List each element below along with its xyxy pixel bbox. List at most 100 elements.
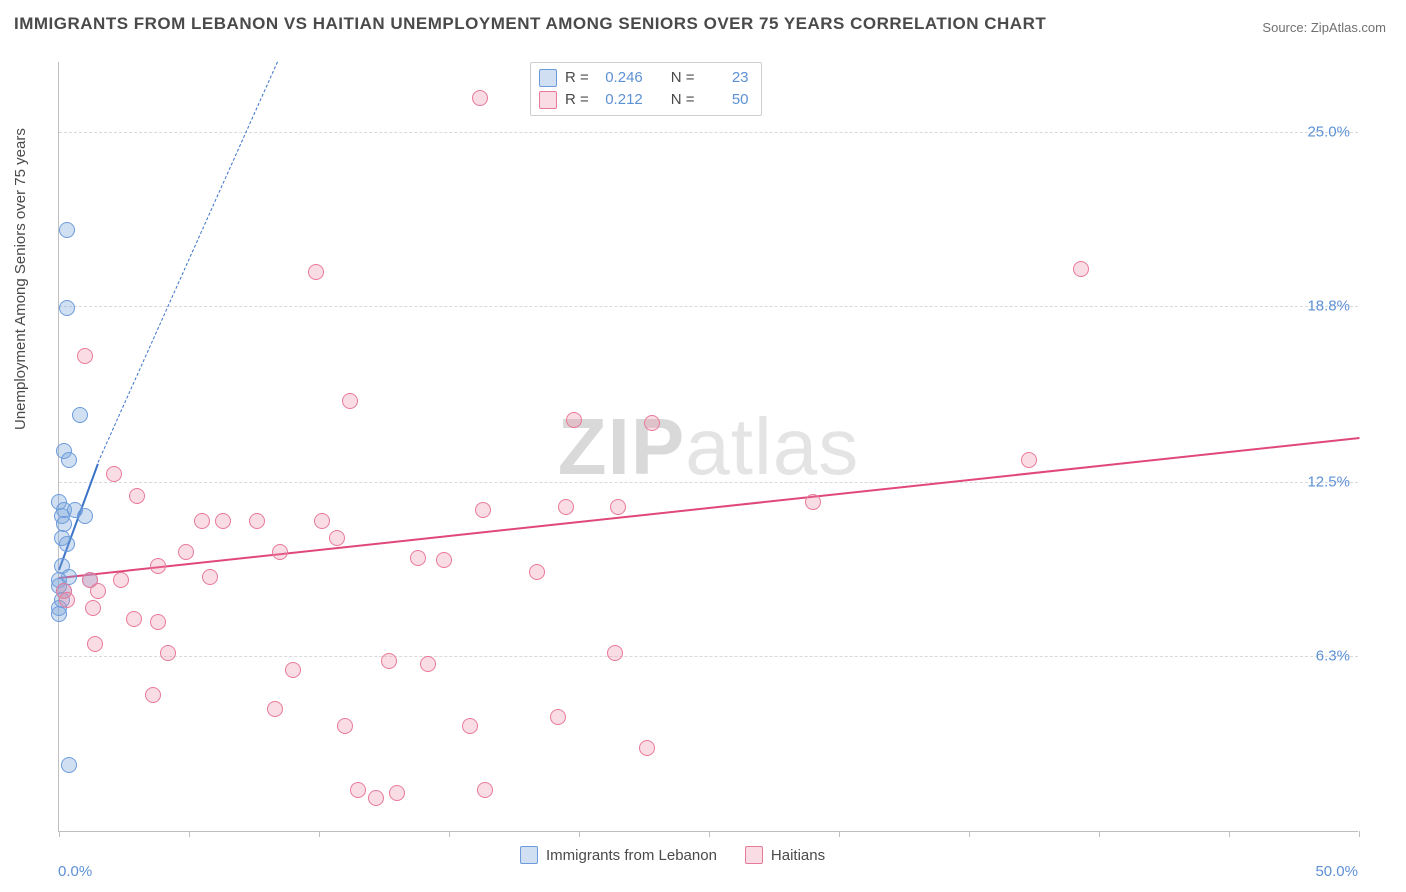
data-point-haitians bbox=[308, 264, 324, 280]
data-point-lebanon bbox=[61, 452, 77, 468]
gridline bbox=[59, 656, 1358, 657]
data-point-haitians bbox=[472, 90, 488, 106]
data-point-haitians bbox=[285, 662, 301, 678]
data-point-haitians bbox=[150, 614, 166, 630]
legend-label-lebanon: Immigrants from Lebanon bbox=[546, 847, 717, 864]
data-point-haitians bbox=[558, 499, 574, 515]
legend-stats-row-lebanon: R = 0.246 N = 23 bbox=[539, 67, 749, 89]
r-label: R = bbox=[565, 89, 589, 111]
data-point-lebanon bbox=[61, 757, 77, 773]
data-point-haitians bbox=[477, 782, 493, 798]
data-point-haitians bbox=[337, 718, 353, 734]
legend-item-lebanon: Immigrants from Lebanon bbox=[520, 846, 717, 864]
data-point-haitians bbox=[194, 513, 210, 529]
x-tick bbox=[1359, 831, 1360, 837]
x-tick bbox=[969, 831, 970, 837]
data-point-haitians bbox=[381, 653, 397, 669]
data-point-haitians bbox=[150, 558, 166, 574]
data-point-lebanon bbox=[51, 606, 67, 622]
source-attribution: Source: ZipAtlas.com bbox=[1262, 20, 1386, 35]
x-tick bbox=[839, 831, 840, 837]
data-point-haitians bbox=[475, 502, 491, 518]
data-point-haitians bbox=[1021, 452, 1037, 468]
x-tick bbox=[189, 831, 190, 837]
trendline-extrapolated bbox=[98, 62, 278, 463]
data-point-haitians bbox=[529, 564, 545, 580]
r-value-lebanon: 0.246 bbox=[597, 67, 643, 89]
watermark: ZIPatlas bbox=[558, 401, 859, 493]
data-point-haitians bbox=[106, 466, 122, 482]
gridline bbox=[59, 306, 1358, 307]
legend-swatch-haitians bbox=[745, 846, 763, 864]
r-value-haitians: 0.212 bbox=[597, 89, 643, 111]
n-label: N = bbox=[671, 67, 695, 89]
data-point-haitians bbox=[329, 530, 345, 546]
data-point-haitians bbox=[566, 412, 582, 428]
chart-title: IMMIGRANTS FROM LEBANON VS HAITIAN UNEMP… bbox=[14, 14, 1046, 34]
data-point-lebanon bbox=[59, 536, 75, 552]
data-point-lebanon bbox=[59, 300, 75, 316]
r-label: R = bbox=[565, 67, 589, 89]
x-tick-label-min: 0.0% bbox=[58, 863, 92, 880]
source-label: Source: bbox=[1262, 20, 1307, 35]
x-tick bbox=[1099, 831, 1100, 837]
data-point-haitians bbox=[113, 572, 129, 588]
data-point-haitians bbox=[129, 488, 145, 504]
x-tick bbox=[449, 831, 450, 837]
data-point-haitians bbox=[145, 687, 161, 703]
y-tick-label: 25.0% bbox=[1307, 124, 1350, 141]
legend-item-haitians: Haitians bbox=[745, 846, 825, 864]
y-tick-label: 12.5% bbox=[1307, 474, 1350, 491]
data-point-haitians bbox=[644, 415, 660, 431]
data-point-haitians bbox=[607, 645, 623, 661]
data-point-haitians bbox=[90, 583, 106, 599]
data-point-haitians bbox=[314, 513, 330, 529]
data-point-haitians bbox=[436, 552, 452, 568]
data-point-haitians bbox=[639, 740, 655, 756]
legend-swatch-lebanon bbox=[539, 69, 557, 87]
data-point-haitians bbox=[77, 348, 93, 364]
legend-bottom: Immigrants from Lebanon Haitians bbox=[520, 846, 825, 864]
data-point-haitians bbox=[178, 544, 194, 560]
legend-stats-row-haitians: R = 0.212 N = 50 bbox=[539, 89, 749, 111]
data-point-haitians bbox=[1073, 261, 1089, 277]
data-point-haitians bbox=[350, 782, 366, 798]
data-point-haitians bbox=[215, 513, 231, 529]
data-point-lebanon bbox=[77, 508, 93, 524]
data-point-lebanon bbox=[59, 222, 75, 238]
x-tick bbox=[709, 831, 710, 837]
data-point-haitians bbox=[410, 550, 426, 566]
data-point-haitians bbox=[202, 569, 218, 585]
data-point-haitians bbox=[805, 494, 821, 510]
data-point-haitians bbox=[610, 499, 626, 515]
legend-label-haitians: Haitians bbox=[771, 847, 825, 864]
data-point-haitians bbox=[342, 393, 358, 409]
x-tick bbox=[319, 831, 320, 837]
data-point-haitians bbox=[272, 544, 288, 560]
data-point-haitians bbox=[368, 790, 384, 806]
legend-swatch-lebanon bbox=[520, 846, 538, 864]
y-axis-title: Unemployment Among Seniors over 75 years bbox=[12, 128, 29, 430]
data-point-haitians bbox=[389, 785, 405, 801]
data-point-haitians bbox=[462, 718, 478, 734]
data-point-haitians bbox=[249, 513, 265, 529]
source-value: ZipAtlas.com bbox=[1311, 20, 1386, 35]
x-tick bbox=[59, 831, 60, 837]
watermark-light: atlas bbox=[685, 402, 859, 491]
gridline bbox=[59, 132, 1358, 133]
data-point-haitians bbox=[59, 592, 75, 608]
data-point-lebanon bbox=[72, 407, 88, 423]
x-tick-label-max: 50.0% bbox=[1315, 863, 1358, 880]
data-point-haitians bbox=[267, 701, 283, 717]
x-tick bbox=[579, 831, 580, 837]
data-point-haitians bbox=[126, 611, 142, 627]
gridline bbox=[59, 482, 1358, 483]
n-label: N = bbox=[671, 89, 695, 111]
data-point-haitians bbox=[160, 645, 176, 661]
n-value-haitians: 50 bbox=[703, 89, 749, 111]
legend-swatch-haitians bbox=[539, 91, 557, 109]
n-value-lebanon: 23 bbox=[703, 67, 749, 89]
data-point-haitians bbox=[87, 636, 103, 652]
legend-stats-box: R = 0.246 N = 23 R = 0.212 N = 50 bbox=[530, 62, 762, 116]
data-point-haitians bbox=[420, 656, 436, 672]
